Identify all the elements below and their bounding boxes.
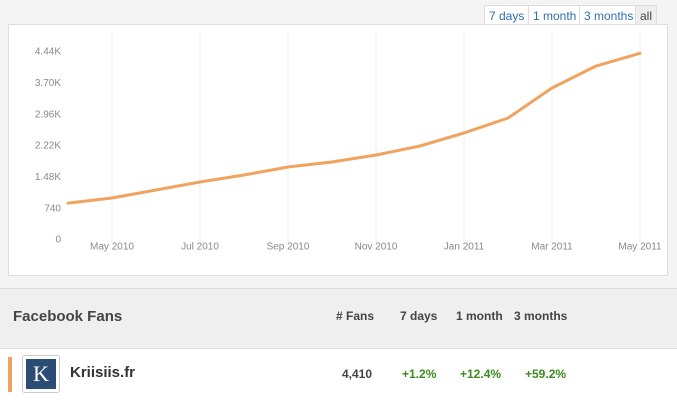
column-header: 1 month (456, 309, 503, 323)
column-header: 3 months (514, 309, 568, 323)
change-3m: +59.2% (525, 367, 567, 381)
y-tick-label: 740 (44, 203, 61, 214)
range-button[interactable]: 3 months (579, 5, 639, 27)
x-tick-label: Sep 2010 (267, 242, 310, 253)
table-title: Facebook Fans (13, 308, 123, 325)
table-header: Facebook Fans # Fans 7 days 1 month 3 mo… (0, 288, 677, 349)
chart: May 2010 Jul 2010 Sep 2010 Nov 2010 Jan 2011… (35, 33, 662, 253)
x-tick-label: Nov 2010 (355, 242, 398, 253)
fans-count: 4,410 (342, 367, 373, 381)
y-tick-label: 3.70K (35, 78, 61, 89)
y-tick-label: 2.96K (35, 109, 61, 120)
y-tick-label: 4.44K (35, 47, 61, 58)
table-row: K Kriisiis.fr 4,410 +1.2% +12.4% +59.2% (0, 349, 677, 400)
x-tick-label: Jul 2010 (181, 242, 219, 253)
x-tick-label: May 2011 (618, 242, 662, 253)
logo-frame: K (22, 355, 60, 393)
y-tick-label: 1.48K (35, 172, 61, 183)
logo: K (26, 359, 56, 389)
y-tick-label: 0 (55, 235, 61, 246)
column-header: 7 days (400, 309, 438, 323)
page-name[interactable]: Kriisiis.fr (70, 364, 136, 381)
change-1m: +12.4% (460, 367, 502, 381)
chart-box: May 2010 Jul 2010 Sep 2010 Nov 2010 Jan 2011… (8, 24, 668, 276)
x-tick-label: May 2010 (90, 242, 134, 253)
y-tick-label: 2.22K (35, 141, 61, 152)
change-7d: +1.2% (402, 367, 437, 381)
line (66, 51, 642, 205)
series-marker (8, 357, 12, 392)
column-header: # Fans (336, 309, 375, 323)
range-button[interactable]: 1 month (528, 5, 582, 27)
x-tick-label: Mar 2011 (531, 242, 573, 253)
x-tick-label: Jan 2011 (444, 242, 485, 253)
